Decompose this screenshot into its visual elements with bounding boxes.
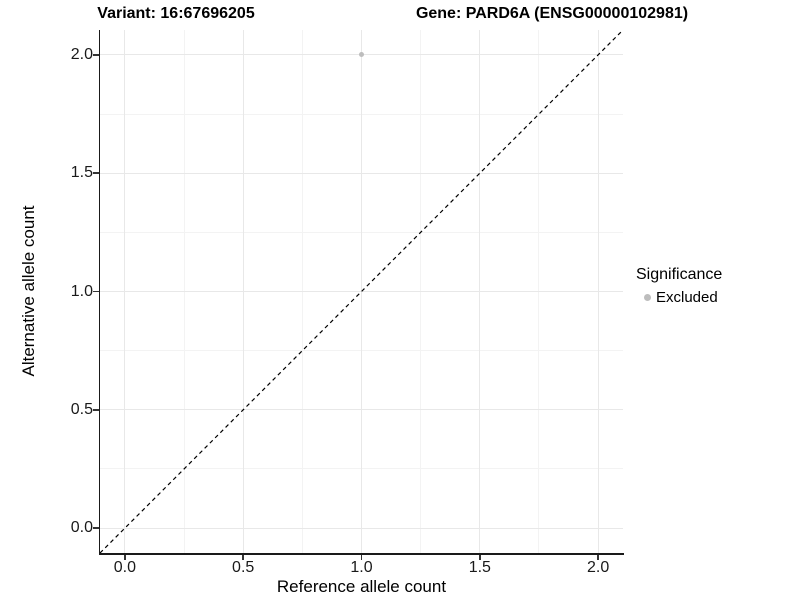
y-axis-line [98, 30, 100, 555]
y-tick-mark [93, 172, 99, 174]
legend-items: Excluded [636, 289, 722, 306]
x-axis-line [98, 553, 624, 555]
y-tick-label: 2.0 [70, 45, 93, 63]
legend: Significance Excluded [636, 266, 722, 306]
y-tick-label: 1.5 [70, 164, 93, 182]
grid-major-hline [100, 409, 623, 411]
x-tick-label: 1.0 [350, 559, 373, 576]
y-tick-mark [93, 409, 99, 411]
data-point [359, 52, 364, 58]
y-tick-label: 1.0 [70, 282, 93, 300]
legend-label: Excluded [656, 289, 718, 306]
x-tick-label: 1.5 [468, 559, 491, 576]
legend-item: Excluded [636, 289, 722, 306]
y-tick-mark [93, 54, 99, 56]
x-tick-mark [242, 555, 244, 560]
variant-title: Variant: 16:67696205 [97, 5, 255, 22]
x-tick-mark [479, 555, 481, 560]
legend-title: Significance [636, 266, 723, 283]
legend-dot-icon [644, 294, 651, 301]
x-tick-mark [124, 555, 126, 560]
x-tick-mark [597, 555, 599, 560]
grid-major-hline [100, 291, 623, 292]
grid-major-hline [100, 527, 623, 529]
y-tick-label: 0.0 [70, 519, 93, 537]
x-tick-mark [360, 555, 363, 560]
y-tick-mark [93, 290, 99, 293]
plot-panel [100, 30, 623, 553]
x-axis-title: Reference allele count [276, 577, 447, 596]
x-tick-label: 0.0 [113, 559, 136, 576]
gene-title: Gene: PARD6A (ENSG00000102981) [415, 5, 689, 22]
x-tick-label: 0.5 [232, 559, 255, 576]
grid-major-hline [100, 172, 623, 174]
x-tick-label: 2.0 [587, 559, 610, 576]
y-tick-label: 0.5 [70, 400, 93, 418]
y-tick-mark [93, 527, 99, 529]
y-axis-title: Alternative allele count [19, 205, 38, 377]
